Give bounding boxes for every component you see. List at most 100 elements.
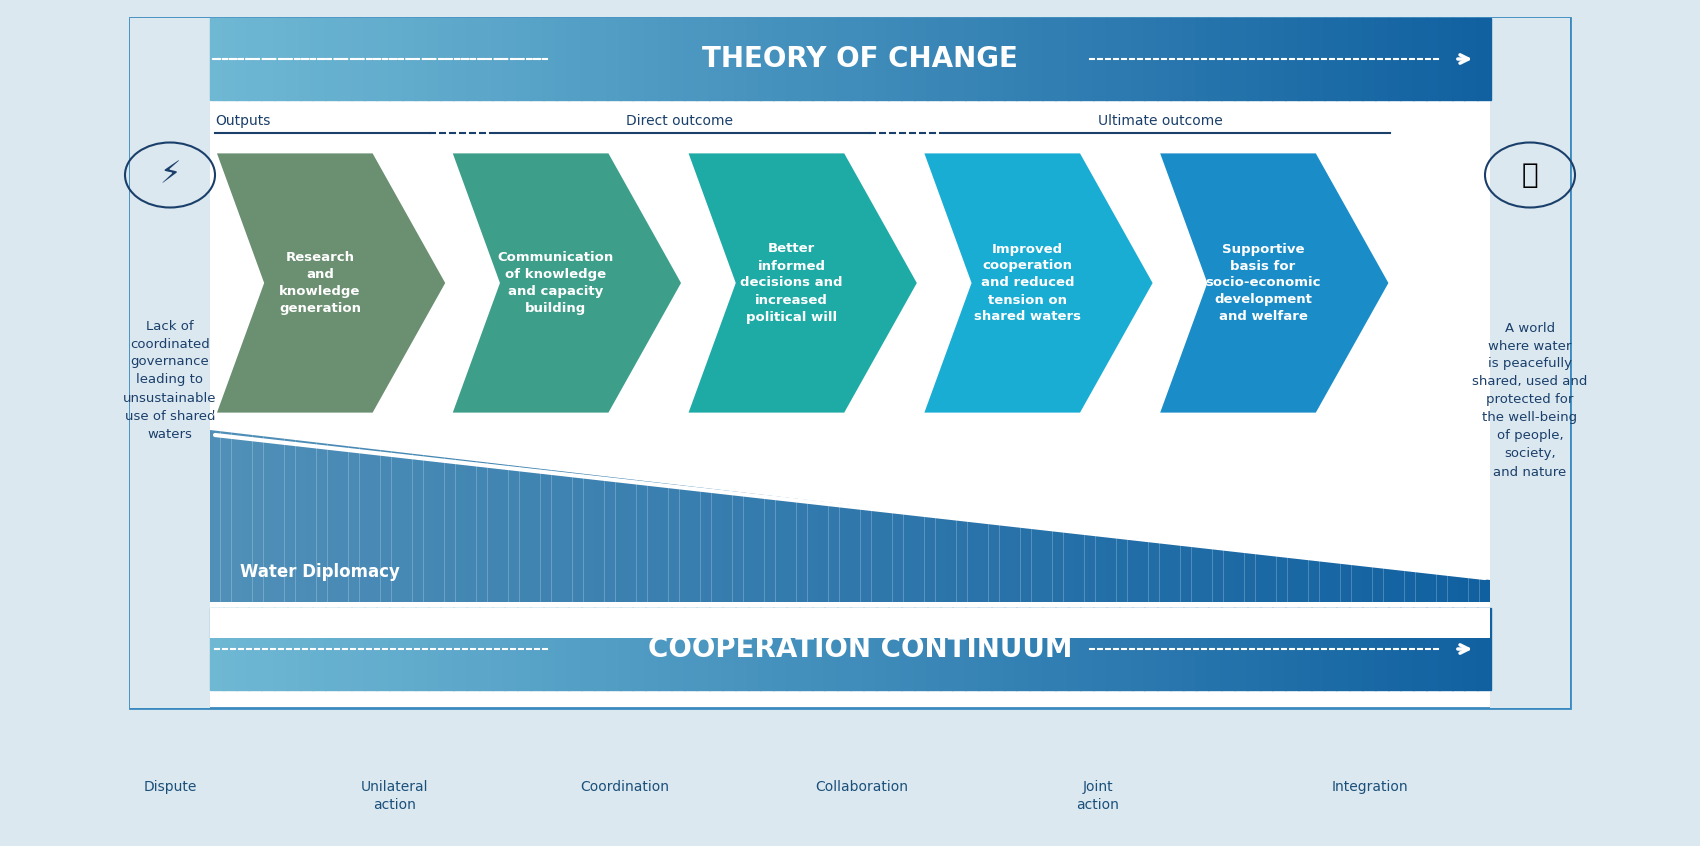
Polygon shape (583, 474, 593, 602)
Bar (530, 608, 544, 690)
Bar (1144, 608, 1158, 690)
Bar (1107, 608, 1120, 690)
Polygon shape (1149, 540, 1159, 602)
Polygon shape (1309, 558, 1319, 602)
Bar (1107, 18, 1120, 100)
Bar (709, 18, 722, 100)
Bar (313, 18, 326, 100)
Polygon shape (1117, 536, 1127, 602)
Bar (697, 608, 711, 690)
Polygon shape (1032, 526, 1042, 602)
Polygon shape (1158, 152, 1391, 414)
Bar (646, 18, 660, 100)
Bar (1017, 608, 1030, 690)
Bar (428, 608, 442, 690)
Bar (223, 18, 236, 100)
Bar (1401, 608, 1414, 690)
Bar (864, 608, 877, 690)
Polygon shape (381, 450, 391, 602)
Polygon shape (211, 430, 221, 602)
Bar (799, 18, 813, 100)
Bar (607, 18, 620, 100)
Polygon shape (797, 499, 808, 602)
Bar (1413, 18, 1426, 100)
Bar (299, 608, 313, 690)
Polygon shape (785, 497, 797, 602)
Polygon shape (605, 476, 615, 602)
Polygon shape (214, 152, 447, 414)
Bar (299, 18, 313, 100)
Bar (1144, 18, 1158, 100)
Polygon shape (989, 521, 1000, 602)
Bar (785, 608, 799, 690)
Bar (223, 608, 236, 690)
Polygon shape (456, 459, 466, 602)
Bar (350, 608, 364, 690)
Bar (274, 18, 287, 100)
Bar (568, 18, 581, 100)
Bar (734, 608, 748, 690)
Bar (1438, 608, 1452, 690)
Polygon shape (434, 456, 445, 602)
Bar (1272, 18, 1287, 100)
Bar (505, 608, 518, 690)
Bar (722, 18, 736, 100)
Bar (709, 608, 722, 690)
Text: Joint
action: Joint action (1076, 780, 1119, 812)
Bar (593, 608, 609, 690)
Polygon shape (925, 514, 935, 602)
Polygon shape (1212, 547, 1224, 602)
Bar (966, 608, 979, 690)
Bar (760, 18, 774, 100)
Polygon shape (658, 482, 668, 602)
Text: Direct outcome: Direct outcome (627, 114, 733, 128)
Polygon shape (530, 468, 541, 602)
Polygon shape (828, 503, 840, 602)
Bar (466, 18, 479, 100)
Bar (479, 18, 493, 100)
Bar (542, 608, 556, 690)
Polygon shape (765, 495, 775, 602)
Polygon shape (1137, 539, 1149, 602)
Bar (760, 608, 774, 690)
Bar (1003, 608, 1017, 690)
Polygon shape (338, 445, 348, 602)
Polygon shape (1255, 552, 1266, 602)
Polygon shape (977, 520, 989, 602)
Bar (774, 18, 787, 100)
Polygon shape (1459, 576, 1469, 602)
Bar (1375, 18, 1389, 100)
Text: Research
and
knowledge
generation: Research and knowledge generation (279, 251, 360, 315)
Polygon shape (593, 475, 605, 602)
Polygon shape (1404, 570, 1416, 602)
Bar (211, 100, 1489, 608)
Bar (1017, 18, 1030, 100)
Bar (1336, 18, 1350, 100)
Bar (785, 18, 799, 100)
Bar (556, 18, 570, 100)
Polygon shape (1244, 552, 1255, 602)
Bar (581, 608, 595, 690)
Bar (1119, 608, 1132, 690)
Polygon shape (359, 448, 371, 602)
Bar (977, 608, 991, 690)
Bar (1158, 608, 1171, 690)
Polygon shape (1447, 575, 1459, 602)
Bar (1438, 18, 1452, 100)
Bar (542, 18, 556, 100)
Bar (658, 18, 672, 100)
Bar (940, 608, 954, 690)
Text: COOPERATION CONTINUUM: COOPERATION CONTINUUM (648, 635, 1073, 663)
Polygon shape (1277, 555, 1287, 602)
Text: Lack of
coordinated
governance
leading to
unsustainable
use of shared
waters: Lack of coordinated governance leading t… (122, 320, 216, 441)
Text: Collaboration: Collaboration (816, 780, 908, 794)
Polygon shape (690, 486, 700, 602)
Polygon shape (284, 439, 296, 602)
Polygon shape (1329, 561, 1341, 602)
Bar (889, 608, 903, 690)
Bar (864, 18, 877, 100)
Bar (1413, 608, 1426, 690)
Polygon shape (508, 465, 518, 602)
Bar (338, 608, 352, 690)
Bar (850, 608, 864, 690)
